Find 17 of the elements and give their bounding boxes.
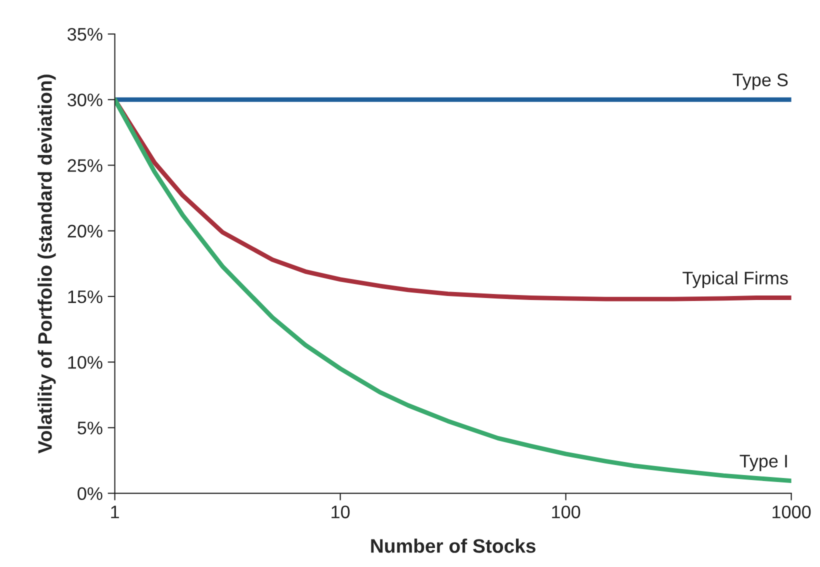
y-tick-label: 20% xyxy=(68,224,102,238)
x-axis-title: Number of Stocks xyxy=(371,538,536,553)
y-tick-label: 10% xyxy=(68,356,102,369)
y-axis-title: Volatility of Portfolio (standard deviation) xyxy=(38,74,56,454)
y-tick-label: 35% xyxy=(68,28,102,41)
x-tick-label: 100 xyxy=(552,506,580,518)
series-label: Type S xyxy=(732,74,788,90)
series-label: Type I xyxy=(740,454,787,472)
series-label: Typical Firms xyxy=(682,271,788,288)
y-tick-label: 25% xyxy=(68,159,102,172)
y-tick-label: 0% xyxy=(78,487,102,500)
y-tick-label: 15% xyxy=(68,290,102,304)
x-tick-label: 1 xyxy=(111,506,119,518)
x-tick-label: 1000 xyxy=(772,506,811,518)
y-tick-label: 5% xyxy=(78,422,102,434)
x-tick-label: 10 xyxy=(332,506,350,518)
y-tick-label: 30% xyxy=(68,94,102,106)
